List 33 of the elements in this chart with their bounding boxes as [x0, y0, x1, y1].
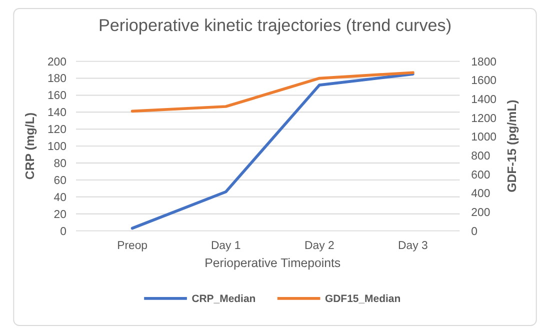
chart-title: Perioperative kinetic trajectories (trend curves) [98, 14, 452, 35]
y-tick-label: 80 [54, 158, 66, 170]
y2-tick-label: 1400 [471, 94, 497, 106]
y2-tick-label: 1200 [471, 112, 497, 125]
y2-tick-label: 400 [471, 188, 490, 200]
y-tick-label: 180 [47, 73, 66, 86]
legend-label: CRP_Median [192, 294, 256, 306]
y-axis-title: CRP (mg/L) [23, 112, 38, 180]
line-series [130, 72, 414, 230]
y-tick-label: 40 [54, 192, 66, 204]
y-tick-label: 200 [47, 56, 66, 68]
y2-tick-label: 1000 [471, 132, 497, 144]
y2-tick-label: 600 [471, 169, 490, 182]
x-tick-label: Day 1 [210, 240, 241, 252]
y-tick-label: 140 [47, 107, 66, 120]
y2-tick-label: 1600 [471, 75, 497, 88]
y-tick-label: 20 [54, 208, 66, 221]
y-tick-label: 160 [47, 90, 66, 102]
legend-label: GDF15_Median [324, 294, 401, 306]
y-tick-label: 60 [54, 174, 66, 187]
y2-tick-label: 200 [471, 206, 490, 219]
y2-tick-label: 1800 [471, 56, 497, 68]
x-tick-label: Preop [117, 240, 148, 252]
x-axis-title: Perioperative Timepoints [204, 256, 341, 270]
y-tick-label: 0 [60, 226, 66, 238]
y2-axis-title: GDF-15 (pg/mL) [504, 100, 519, 192]
x-tick-label: Day 3 [398, 240, 428, 252]
line-series [130, 71, 414, 113]
y2-tick-label: 800 [471, 150, 490, 162]
y-tick-label: 100 [47, 141, 66, 154]
y-tick-label: 120 [47, 124, 66, 136]
y2-tick-label: 0 [471, 226, 478, 238]
x-tick-label: Day 2 [304, 240, 334, 252]
